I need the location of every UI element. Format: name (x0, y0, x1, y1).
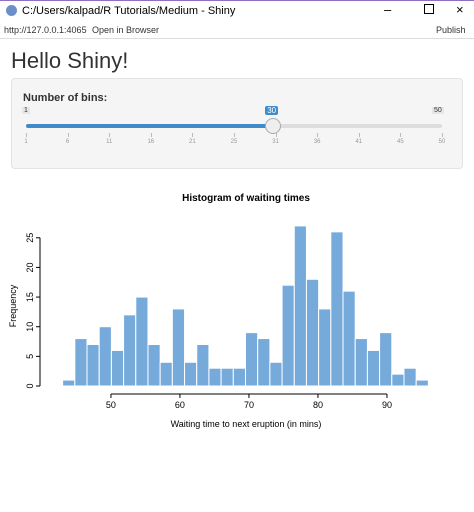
slider-grid-tick (442, 133, 443, 137)
bar (135, 296, 149, 387)
chart: Histogram of waiting times Waiting time … (8, 193, 429, 429)
slider-grid-label: 16 (147, 139, 155, 145)
bar (62, 379, 76, 387)
y-tick-label: 25 (25, 233, 35, 243)
slider-grid-tick (26, 133, 27, 137)
close[interactable]: × (456, 2, 464, 17)
slider-grid-label: 45 (397, 139, 404, 145)
slider-grid-tick (358, 133, 360, 137)
open-in-browser[interactable]: Open in Browser (92, 25, 160, 35)
slider-grid-label: 21 (189, 139, 196, 145)
x-tick-label: 50 (106, 400, 116, 410)
bar (123, 314, 137, 387)
bar (354, 338, 368, 387)
bar (245, 332, 259, 387)
x-tick-label: 80 (313, 400, 323, 410)
bar (208, 367, 222, 387)
bar (342, 290, 356, 387)
slider-grid-label: 50 (438, 139, 446, 145)
bar (415, 379, 429, 387)
y-axis-label: Frequency (8, 284, 18, 327)
app-icon (6, 5, 17, 16)
minimize[interactable]: – (384, 2, 392, 17)
window-title: C:/Users/kalpad/R Tutorials/Medium - Shi… (22, 5, 236, 17)
maximize[interactable] (424, 4, 434, 14)
bar (220, 367, 234, 387)
page-title: Hello Shiny! (11, 48, 129, 73)
slider-grid-label: 25 (230, 139, 238, 145)
bar (403, 367, 417, 387)
slider-grid-tick (400, 133, 402, 137)
publish[interactable]: Publish (436, 25, 466, 35)
sidebar-panel: Number of bins: 1 50 30 1 6 11 16 21 25 31 36 41 45 5… (11, 78, 463, 169)
slider-grid-tick (234, 133, 235, 137)
slider-grid-label: 36 (313, 139, 321, 145)
bar (379, 332, 393, 387)
y-tick-label: 0 (25, 383, 35, 388)
slider-value: 30 (265, 106, 279, 115)
slider-grid-tick (317, 133, 319, 137)
slider-grid-tick (150, 133, 152, 137)
slider-grid-tick (67, 133, 69, 137)
bar (257, 338, 271, 387)
slider[interactable]: 1 50 30 1 6 11 16 21 25 31 36 41 45 50 (22, 105, 448, 165)
slider-grid-label: 6 (65, 139, 70, 145)
slider-grid-tick (109, 133, 111, 137)
bar (159, 361, 173, 387)
bar (305, 278, 320, 387)
slider-grid-label: 11 (106, 139, 113, 145)
slider-label: Number of bins: (23, 92, 108, 104)
slider-grid-label: 31 (272, 139, 279, 145)
slider-min: 1 (22, 107, 30, 114)
bar (184, 361, 198, 387)
toolbar: http://127.0.0.1:4065 Open in Browser Pu… (0, 21, 474, 39)
x-tick-label: 90 (382, 400, 392, 410)
bar (391, 373, 405, 387)
bar (98, 326, 112, 387)
url: http://127.0.0.1:4065 (4, 25, 87, 35)
y-tick-label: 5 (25, 354, 35, 359)
bar (196, 344, 210, 387)
y-tick-label: 15 (25, 292, 35, 302)
x-tick-label: 70 (244, 400, 254, 410)
chart-title: Histogram of waiting times (182, 193, 310, 204)
y-tick-label: 20 (25, 262, 35, 272)
slider-grid-label: 1 (24, 139, 28, 145)
x-axis-label: Waiting time to next eruption (in mins) (171, 419, 322, 429)
bar (147, 344, 161, 387)
bar (318, 308, 332, 387)
bar (269, 361, 283, 387)
slider-fill (26, 124, 273, 128)
bar (232, 367, 246, 387)
bar (110, 349, 125, 387)
bar (281, 284, 295, 387)
slider-handle[interactable] (265, 118, 282, 134)
slider-grid-tick (275, 133, 277, 137)
bar (74, 338, 88, 387)
bar (293, 225, 307, 387)
bar (330, 231, 344, 387)
bar (366, 349, 381, 387)
slider-grid-label: 41 (355, 139, 363, 145)
title-bar: C:/Users/kalpad/R Tutorials/Medium - Shi… (0, 0, 474, 21)
x-tick-label: 60 (175, 400, 185, 410)
bar (171, 308, 186, 387)
bar (86, 344, 100, 387)
y-tick-label: 10 (25, 322, 35, 332)
slider-grid-tick (192, 133, 194, 137)
slider-max: 50 (432, 107, 444, 114)
